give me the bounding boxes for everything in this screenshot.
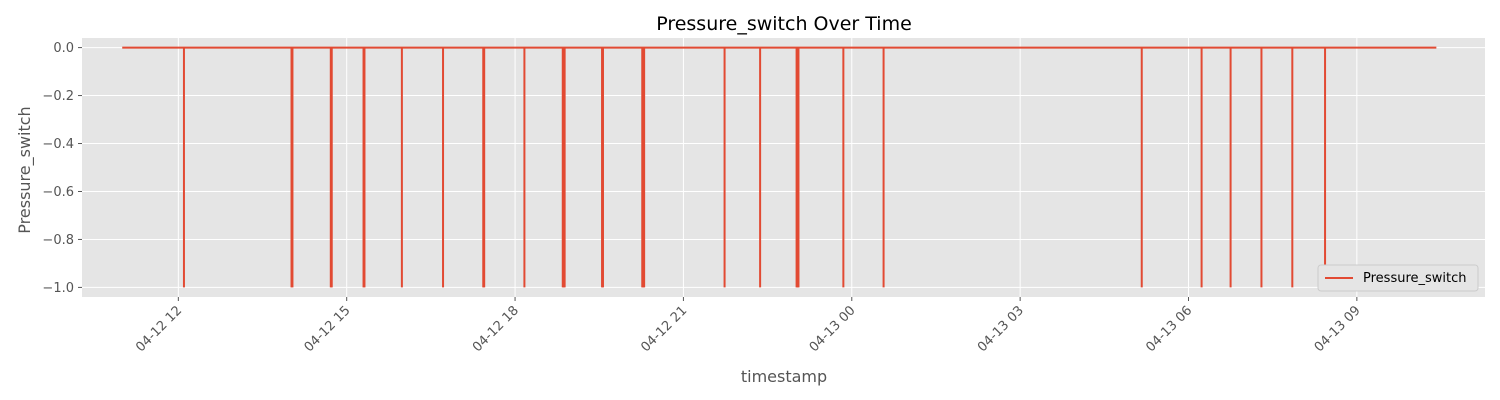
legend-label: Pressure_switch xyxy=(1363,271,1467,286)
x-tick-label: 04-12 18 xyxy=(470,303,522,355)
x-tick-label: 04-12 12 xyxy=(133,303,185,355)
x-axis-label: timestamp xyxy=(741,367,827,386)
x-tick-label: 04-13 03 xyxy=(975,303,1027,355)
chart-title: Pressure_switch Over Time xyxy=(656,13,912,35)
x-tick-label: 04-13 09 xyxy=(1312,303,1364,355)
x-axis-ticks: 04-12 12 04-12 15 04-12 18 04-12 21 04-13 00… xyxy=(133,297,1364,355)
x-tick-label: 04-12 15 xyxy=(302,303,354,355)
y-tick-label: −0.6 xyxy=(42,185,74,200)
x-tick-label: 04-12 21 xyxy=(638,303,690,355)
legend-box xyxy=(1317,264,1479,292)
y-tick-label: 0.0 xyxy=(53,41,74,56)
y-axis-ticks: 0.0 −0.2 −0.4 −0.6 −0.8 −1.0 xyxy=(42,41,82,296)
x-tick-label: 04-13 00 xyxy=(807,303,859,355)
x-tick-label: 04-13 06 xyxy=(1143,303,1195,355)
y-tick-label: −0.4 xyxy=(42,137,74,152)
plot-area xyxy=(82,38,1485,297)
y-axis-label: Pressure_switch xyxy=(15,106,35,233)
series-layer xyxy=(122,46,1437,288)
y-tick-label: −1.0 xyxy=(42,281,74,296)
grid-lines xyxy=(82,38,1485,297)
legend: Pressure_switch xyxy=(1317,264,1479,292)
y-tick-label: −0.2 xyxy=(42,89,74,104)
y-tick-label: −0.8 xyxy=(42,233,74,248)
